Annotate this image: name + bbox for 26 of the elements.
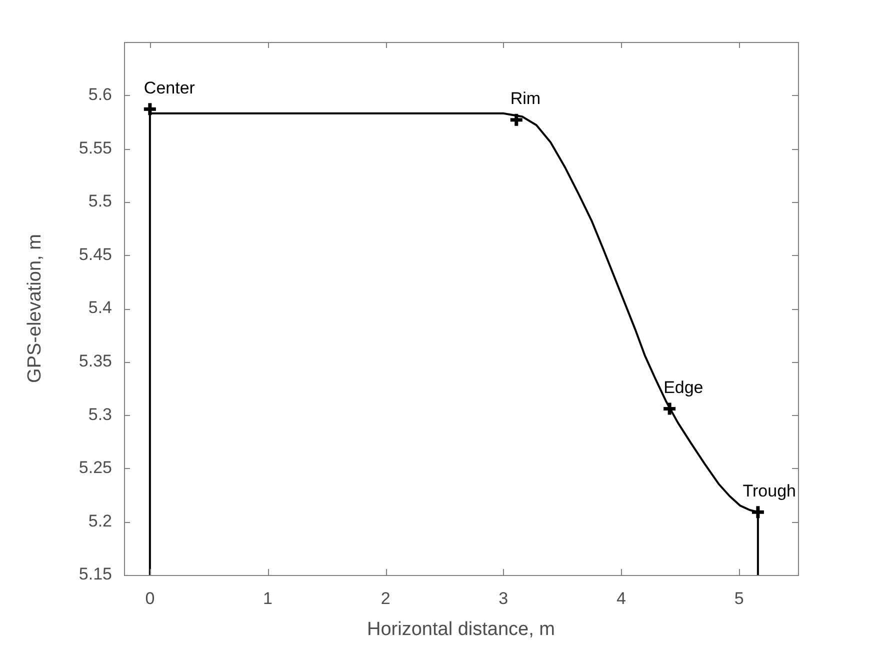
x-tick-label: 2 (380, 588, 390, 608)
x-axis-title: Horizontal distance, m (367, 618, 555, 640)
y-tick-label: 5.4 (88, 298, 112, 318)
y-tick-label: 5.6 (88, 84, 112, 104)
y-tick-label: 5.35 (78, 351, 112, 370)
y-tick-label: 5.5 (88, 192, 112, 211)
x-tick-label: 1 (263, 588, 272, 608)
x-tick-label: 3 (498, 588, 508, 608)
point (508, 112, 524, 128)
point (142, 101, 158, 117)
y-tick-label: 5.25 (78, 458, 112, 478)
x-tick-label: 0 (145, 588, 155, 608)
annotation: Edge (664, 378, 704, 397)
point (662, 400, 678, 416)
annotation: Center (144, 78, 196, 98)
y-axis-title: GPS-elevation, m (24, 234, 46, 383)
point (750, 504, 766, 520)
annotation: Trough (742, 481, 796, 500)
y-tick-label: 5.55 (78, 138, 112, 158)
y-tick-label: 5.3 (88, 404, 112, 424)
x-tick-label: 4 (616, 588, 626, 608)
annotation: Rim (510, 89, 541, 108)
y-tick-label: 5.15 (78, 564, 112, 584)
y-tick-label: 5.2 (88, 511, 112, 530)
x-tick-label: 5 (734, 588, 744, 608)
y-tick-label: 5.45 (78, 244, 112, 264)
